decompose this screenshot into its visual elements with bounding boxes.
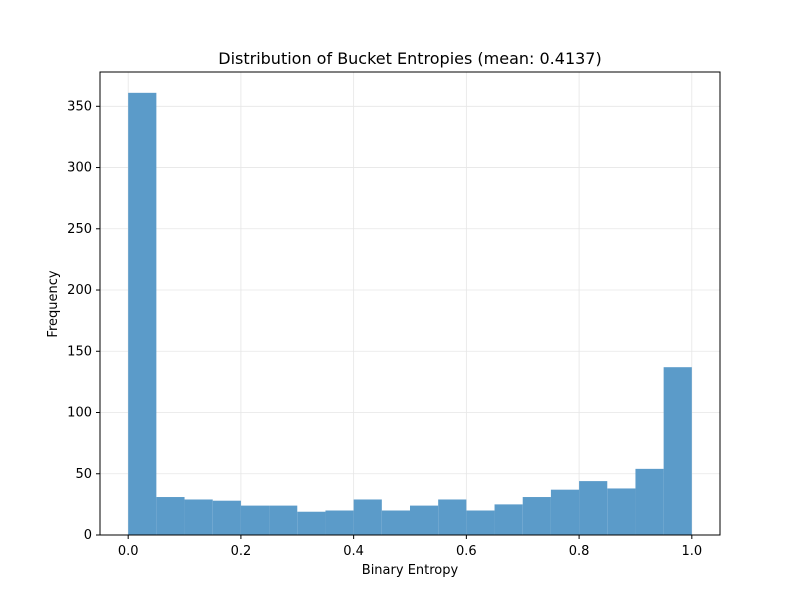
- histogram-bar: [466, 510, 495, 535]
- y-tick-label: 100: [67, 406, 92, 421]
- y-tick-label: 300: [67, 161, 92, 176]
- histogram-bar: [381, 510, 410, 535]
- histogram-bar: [269, 505, 298, 535]
- x-tick-label: 0.6: [456, 544, 477, 559]
- histogram-bar: [156, 497, 185, 535]
- histogram-bar: [607, 488, 636, 535]
- histogram-bar: [663, 367, 692, 535]
- y-tick-label: 250: [67, 222, 92, 237]
- y-tick-label: 50: [75, 467, 92, 482]
- histogram-bar: [128, 92, 157, 535]
- x-tick-label: 0.8: [569, 544, 590, 559]
- histogram-bar: [438, 499, 467, 535]
- y-tick-label: 0: [84, 528, 92, 543]
- histogram-bar: [550, 489, 580, 535]
- x-axis-label: Binary Entropy: [362, 563, 459, 578]
- histogram-bar: [579, 481, 608, 535]
- histogram-bar: [522, 497, 551, 535]
- x-tick-label: 0.0: [118, 544, 139, 559]
- histogram-bar: [635, 468, 664, 535]
- y-axis-label: Frequency: [46, 270, 61, 337]
- histogram-bar: [353, 499, 382, 535]
- histogram-bar: [494, 504, 523, 535]
- histogram-bar: [297, 511, 326, 535]
- x-tick-label: 1.0: [681, 544, 702, 559]
- grid-lines: [100, 72, 720, 536]
- histogram-bar: [240, 505, 270, 535]
- x-tick-label: 0.4: [343, 544, 364, 559]
- axis-ticks: 0.0 0.2 0.4 0.6 0.8 1.0 0 50 100 150 200 250 300 350: [67, 99, 702, 559]
- chart-title: Distribution of Bucket Entropies (mean: …: [218, 49, 601, 68]
- histogram-bar: [410, 505, 439, 535]
- plot-frame: [99, 71, 721, 536]
- plot-border: [99, 71, 721, 536]
- histogram-bar: [325, 510, 354, 535]
- y-tick-label: 200: [67, 283, 92, 298]
- histogram-bar: [212, 500, 241, 535]
- y-tick-label: 350: [67, 99, 92, 114]
- histogram-bar: [184, 499, 213, 535]
- y-tick-label: 150: [67, 344, 92, 359]
- histogram-bars: [128, 92, 692, 535]
- x-tick-label: 0.2: [231, 544, 252, 559]
